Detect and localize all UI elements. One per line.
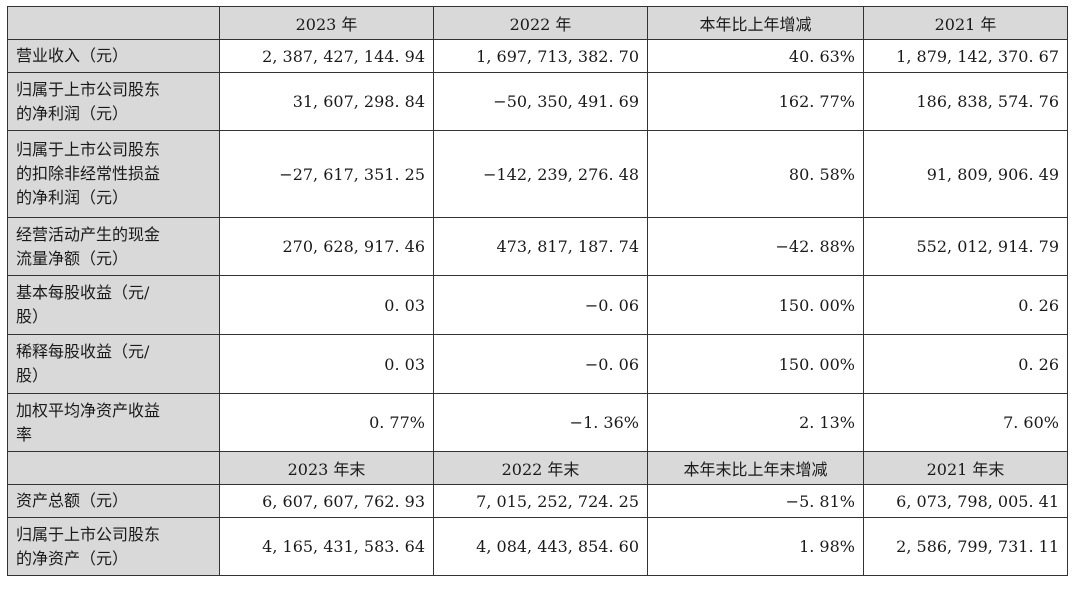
- row-label-line: 股）: [16, 366, 49, 385]
- table-row: 归属于上市公司股东 的净利润（元） 31, 607, 298. 84 −50, 3…: [7, 72, 1068, 131]
- cell-value: 1, 697, 713, 382. 70: [433, 39, 648, 73]
- row-label-line: 经营活动产生的现金: [16, 224, 161, 244]
- cell-value: 270, 628, 917. 46: [219, 217, 434, 276]
- cell-value: 1, 879, 142, 370. 67: [863, 39, 1068, 73]
- row-label-line: 的扣除非经常性损益: [16, 164, 161, 183]
- row-label: 经营活动产生的现金 流量净额（元）: [7, 217, 220, 276]
- cell-value: 6, 073, 798, 005. 41: [863, 484, 1068, 518]
- cell-value: 2, 387, 427, 144. 94: [219, 39, 434, 73]
- cell-value: 91, 809, 906. 49: [863, 130, 1068, 218]
- cell-value: 7, 015, 252, 724. 25: [433, 484, 648, 518]
- row-label-line: 归属于上市公司股东: [16, 524, 161, 544]
- table-row: 经营活动产生的现金 流量净额（元） 270, 628, 917. 46 473, …: [7, 217, 1068, 276]
- row-label-line: 股）: [16, 307, 49, 326]
- cell-value: 150. 00%: [647, 334, 864, 394]
- cell-value: 0. 77%: [219, 393, 434, 452]
- table-row: 资产总额（元） 6, 607, 607, 762. 93 7, 015, 252…: [7, 484, 1068, 518]
- cell-value: −42. 88%: [647, 217, 864, 276]
- header2-col-2023: 2023 年末: [219, 451, 434, 485]
- cell-value: −27, 617, 351. 25: [219, 130, 434, 218]
- row-label-line: 的净利润（元）: [16, 103, 129, 123]
- cell-value: 150. 00%: [647, 275, 864, 335]
- row-label-line: 营业收入（元）: [16, 46, 129, 65]
- cell-value: 40. 63%: [647, 39, 864, 73]
- cell-value: 0. 26: [863, 334, 1068, 394]
- cell-value: 4, 084, 443, 854. 60: [433, 517, 648, 576]
- cell-value: 80. 58%: [647, 130, 864, 218]
- header-row: 2023 年 2022 年 本年比上年增减 2021 年: [7, 6, 1068, 40]
- header2-col-change: 本年末比上年末增减: [647, 451, 864, 485]
- header-col-2021: 2021 年: [863, 6, 1068, 40]
- header-col-2022: 2022 年: [433, 6, 648, 40]
- cell-value: −0. 06: [433, 275, 648, 335]
- cell-value: 186, 838, 574. 76: [863, 72, 1068, 131]
- cell-value: −50, 350, 491. 69: [433, 72, 648, 131]
- header-corner: [7, 6, 220, 40]
- row-label-line: 率: [16, 424, 33, 444]
- cell-value: 0. 03: [219, 334, 434, 394]
- header2-corner: [7, 451, 220, 485]
- row-label: 归属于上市公司股东 的净资产（元）: [7, 517, 220, 576]
- row-label: 营业收入（元）: [7, 39, 220, 73]
- table-row: 基本每股收益（元/股） 0. 03 −0. 06 150. 00% 0. 26: [7, 275, 1068, 335]
- row-label: 稀释每股收益（元/股）: [7, 334, 220, 394]
- cell-value: 31, 607, 298. 84: [219, 72, 434, 131]
- cell-value: 0. 03: [219, 275, 434, 335]
- header-col-change: 本年比上年增减: [647, 6, 864, 40]
- financial-table: 2023 年 2022 年 本年比上年增减 2021 年 营业收入（元） 2, …: [7, 6, 1068, 576]
- table-row: 归属于上市公司股东 的扣除非经常性损益 的净利润（元） −27, 617, 351.…: [7, 130, 1068, 218]
- row-label-line: 加权平均净资产收益: [16, 400, 161, 420]
- row-label: 归属于上市公司股东 的净利润（元）: [7, 72, 220, 131]
- header2-col-2021: 2021 年末: [863, 451, 1068, 485]
- cell-value: 162. 77%: [647, 72, 864, 131]
- header2-col-2022: 2022 年末: [433, 451, 648, 485]
- row-label: 加权平均净资产收益率: [7, 393, 220, 452]
- table-row: 稀释每股收益（元/股） 0. 03 −0. 06 150. 00% 0. 26: [7, 334, 1068, 394]
- cell-value: 473, 817, 187. 74: [433, 217, 648, 276]
- financial-summary: 2023 年 2022 年 本年比上年增减 2021 年 营业收入（元） 2, …: [7, 6, 1068, 576]
- header-col-2023: 2023 年: [219, 6, 434, 40]
- row-label-line: 基本每股收益（元/: [16, 283, 150, 302]
- row-label-line: 资产总额（元）: [16, 491, 129, 510]
- table-row: 加权平均净资产收益率 0. 77% −1. 36% 2. 13% 7. 60%: [7, 393, 1068, 452]
- row-label-line: 稀释每股收益（元/: [16, 342, 150, 361]
- table-row: 营业收入（元） 2, 387, 427, 144. 94 1, 697, 713…: [7, 39, 1068, 73]
- cell-value: 6, 607, 607, 762. 93: [219, 484, 434, 518]
- row-label-line: 的净资产（元）: [16, 548, 129, 568]
- cell-value: 4, 165, 431, 583. 64: [219, 517, 434, 576]
- row-label-line: 的净利润（元）: [16, 188, 129, 207]
- cell-value: 7. 60%: [863, 393, 1068, 452]
- row-label-line: 归属于上市公司股东: [16, 140, 161, 159]
- cell-value: −5. 81%: [647, 484, 864, 518]
- cell-value: −0. 06: [433, 334, 648, 394]
- header-row-year-end: 2023 年末 2022 年末 本年末比上年末增减 2021 年末: [7, 451, 1068, 485]
- row-label-line: 流量净额（元）: [16, 248, 129, 268]
- cell-value: 2, 586, 799, 731. 11: [863, 517, 1068, 576]
- row-label-line: 归属于上市公司股东: [16, 79, 161, 99]
- cell-value: 2. 13%: [647, 393, 864, 452]
- cell-value: 552, 012, 914. 79: [863, 217, 1068, 276]
- table-row: 归属于上市公司股东 的净资产（元） 4, 165, 431, 583. 64 4,…: [7, 517, 1068, 576]
- row-label: 归属于上市公司股东 的扣除非经常性损益 的净利润（元）: [7, 130, 220, 218]
- cell-value: −1. 36%: [433, 393, 648, 452]
- cell-value: 1. 98%: [647, 517, 864, 576]
- cell-value: 0. 26: [863, 275, 1068, 335]
- cell-value: −142, 239, 276. 48: [433, 130, 648, 218]
- row-label: 资产总额（元）: [7, 484, 220, 518]
- row-label: 基本每股收益（元/股）: [7, 275, 220, 335]
